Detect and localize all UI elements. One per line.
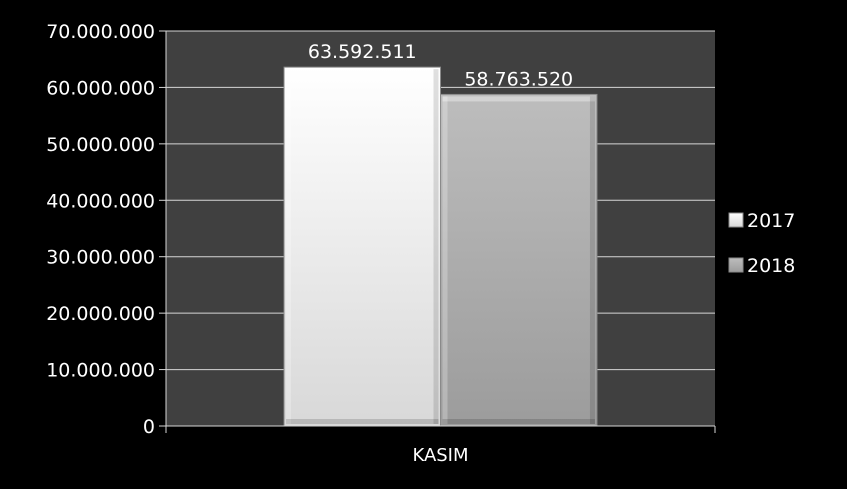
bar-2017 [283, 66, 441, 427]
legend-label: 2017 [747, 210, 795, 232]
legend-item-2017: 2017 [728, 210, 795, 232]
y-tick-label: 30.000.000 [46, 247, 155, 269]
legend-swatch [728, 212, 744, 228]
y-tick-label: 0 [143, 416, 155, 438]
data-label-2018: 58.763.520 [464, 68, 573, 90]
x-category-label: KASIM [412, 445, 468, 466]
bar-2018 [440, 93, 598, 427]
y-tick-label: 50.000.000 [46, 134, 155, 156]
y-tick-label: 10.000.000 [46, 360, 155, 382]
labels: 0 10.000.000 20.000.000 30.000.000 40.000.00… [46, 21, 573, 466]
axes [159, 30, 716, 433]
y-tick-label: 60.000.000 [46, 77, 155, 99]
y-tick-label: 20.000.000 [46, 303, 155, 325]
bars [283, 66, 598, 427]
legend: 2017 2018 [728, 210, 795, 277]
legend-label: 2018 [747, 255, 795, 277]
y-tick-label: 70.000.000 [46, 21, 155, 43]
legend-swatch [728, 257, 744, 273]
legend-item-2018: 2018 [728, 255, 795, 277]
y-tick-label: 40.000.000 [46, 190, 155, 212]
data-label-2017: 63.592.511 [308, 41, 417, 63]
